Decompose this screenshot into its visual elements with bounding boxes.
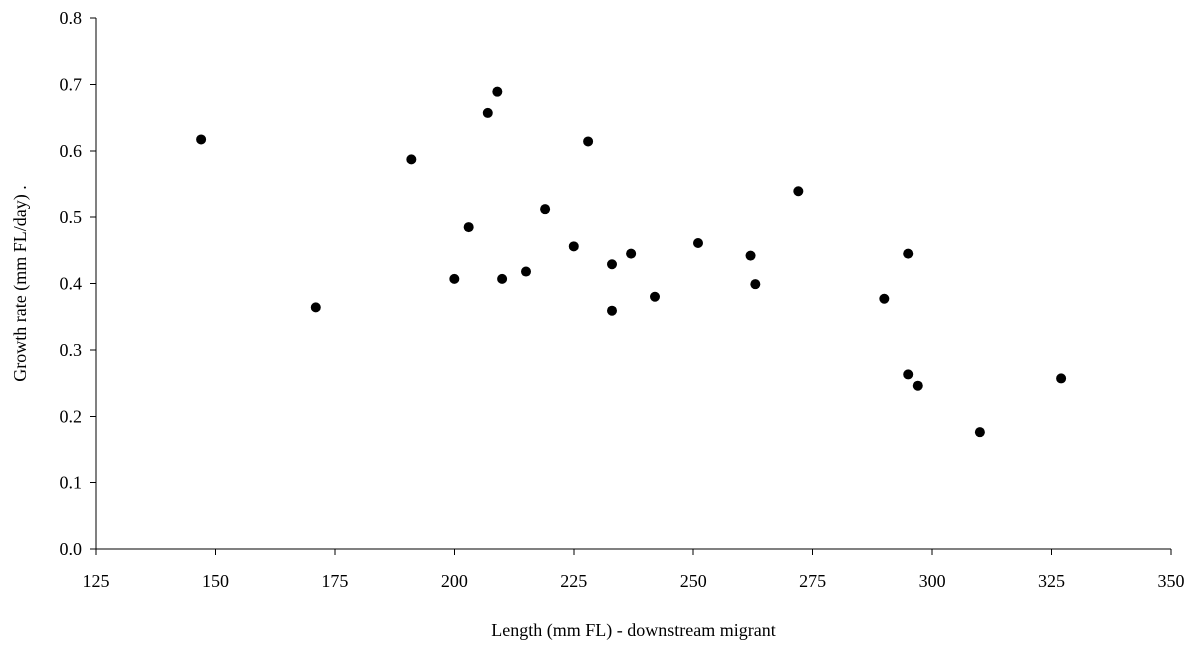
x-tick-label: 125 [83, 571, 110, 591]
x-tick-label: 225 [560, 571, 587, 591]
data-point [974, 427, 985, 438]
y-tick-label: 0.7 [60, 74, 83, 94]
data-point [903, 248, 914, 259]
x-tick-label: 300 [919, 571, 946, 591]
data-point [196, 134, 207, 145]
data-point [521, 266, 531, 277]
data-point [912, 380, 923, 391]
data-point [750, 279, 761, 290]
x-tick-label: 175 [321, 571, 348, 591]
y-axis-ticks: 0.0 0.1 0.2 0.3 0.4 0.5 0.6 0.7 0.8 [60, 8, 96, 559]
data-point [903, 369, 914, 380]
data-points [196, 86, 1067, 438]
data-point [463, 222, 474, 233]
data-point [793, 186, 804, 197]
x-tick-label: 350 [1158, 571, 1185, 591]
y-tick-label: 0.3 [60, 340, 83, 360]
data-point [1056, 373, 1067, 384]
x-tick-label: 150 [202, 571, 229, 591]
y-tick-label: 0.0 [60, 539, 83, 559]
data-point [607, 259, 617, 270]
x-tick-label: 200 [441, 571, 468, 591]
x-axis-ticks: 125 150 175 200 225 250 275 300 325 350 [83, 549, 1185, 591]
y-tick-label: 0.6 [60, 141, 83, 161]
data-point [406, 154, 417, 165]
x-tick-label: 275 [799, 571, 826, 591]
data-point [650, 291, 660, 302]
data-point [693, 238, 703, 249]
y-tick-label: 0.8 [60, 8, 83, 28]
data-point [568, 241, 579, 252]
x-tick-label: 250 [680, 571, 707, 591]
data-point [492, 86, 503, 97]
data-point [449, 273, 460, 284]
y-tick-label: 0.1 [60, 473, 83, 493]
data-point [745, 250, 756, 261]
data-point [310, 302, 321, 313]
data-point [607, 305, 617, 316]
x-tick-label: 325 [1038, 571, 1065, 591]
data-point [583, 136, 594, 147]
data-point [497, 273, 508, 284]
y-tick-label: 0.2 [60, 406, 83, 426]
y-tick-label: 0.5 [60, 207, 83, 227]
data-point [482, 107, 493, 118]
y-axis-label: Growth rate (mm FL/day) . [10, 185, 31, 381]
data-point [540, 204, 551, 215]
data-point [879, 293, 890, 304]
y-tick-label: 0.4 [60, 274, 83, 294]
data-point [626, 248, 637, 259]
x-axis-label: Length (mm FL) - downstream migrant [491, 620, 775, 641]
